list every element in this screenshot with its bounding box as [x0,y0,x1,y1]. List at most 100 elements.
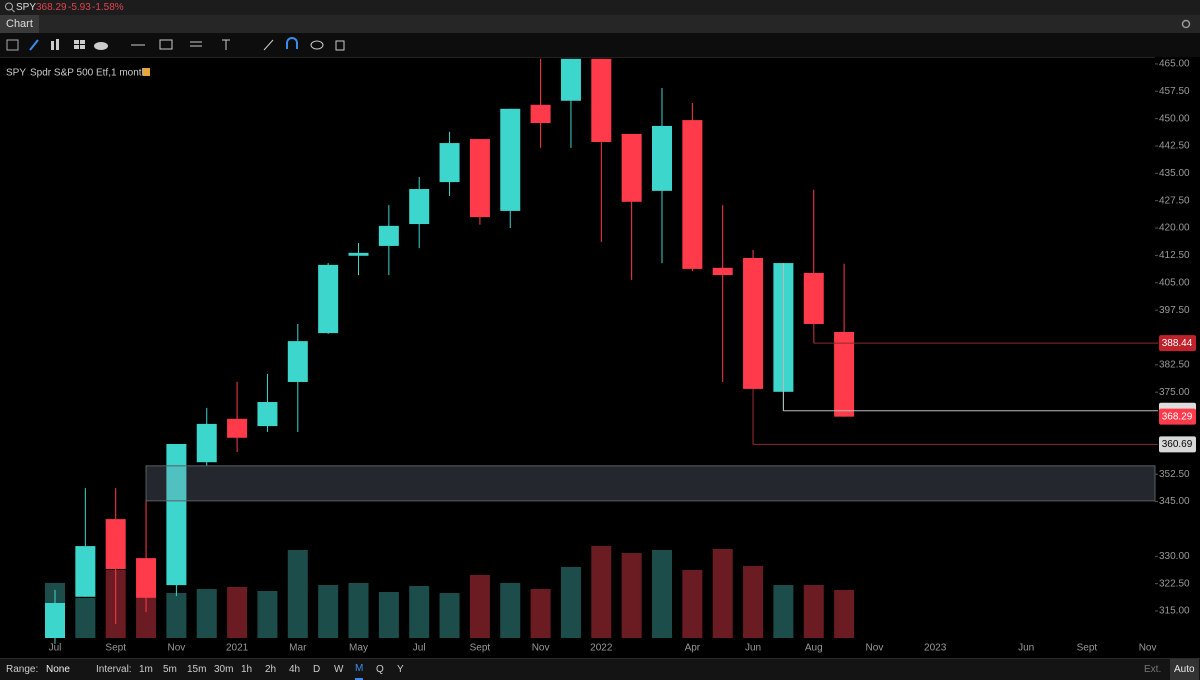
level-tag [1159,436,1196,453]
level-tag-label: 360.69 [1162,439,1193,450]
candle-body [409,189,430,225]
volume-bar [136,598,157,638]
candle-body [500,108,521,211]
y-tick-label: 405.00 [1159,277,1190,288]
x-tick-label: 2023 [924,643,947,654]
interval-button[interactable]: 5m [163,664,177,675]
change: -5.93 [68,2,91,13]
candle-body [591,58,612,142]
footer: Range: None Interval: Ext. Auto 1m 5m 15m 3… [0,658,1200,680]
x-tick-label: Nov [1139,643,1157,654]
candle-body [743,257,764,389]
candle-body [257,402,278,427]
interval-button[interactable]: W [334,664,344,675]
x-tick-label: Jun [745,643,761,654]
ext-button[interactable]: Ext. [1144,664,1162,675]
volume-bar [348,583,369,638]
search-icon[interactable] [3,0,17,15]
eye-icon[interactable] [310,40,324,50]
y-tick-label: 375.00 [1159,387,1190,398]
candle-body [682,120,703,269]
volume-bar [409,586,430,638]
chart-style-icon[interactable] [6,39,19,51]
auto-button[interactable]: Auto [1170,659,1199,680]
y-tick-label: 420.00 [1159,223,1190,234]
brush-icon[interactable] [263,39,274,51]
search-bar: SPY 368.29 -5.93 -1.58% [0,0,1200,15]
candle-body [712,267,733,276]
draw-icon[interactable] [29,39,39,51]
candle-body [166,443,187,586]
volume-bar [196,589,217,638]
chart: SPY Spdr S&P 500 Etf,1 month 465.00 457.5… [6,57,1200,657]
level-tag [1159,335,1196,352]
volume-bar [834,590,855,638]
candle-body [439,143,460,183]
x-tick-label: Jul [49,643,62,654]
y-tick-label: 427.50 [1159,195,1190,206]
interval-button[interactable]: Y [397,664,404,675]
volume-bar [773,585,794,638]
volume-bar [227,587,248,638]
interval-button[interactable]: Q [376,664,384,675]
interval-button[interactable]: D [313,664,321,675]
shape-tool-icon[interactable] [159,39,173,50]
y-tick-label: 450.00 [1159,113,1190,124]
cloud-icon[interactable] [94,42,108,50]
symbol[interactable]: SPY [16,2,37,13]
tab-bar: Chart [0,15,1200,33]
x-tick-label: Jun [1018,643,1034,654]
trash-icon[interactable] [335,40,345,51]
candle-body [803,272,824,324]
price-axis [1155,57,1200,657]
candle-icon[interactable] [51,41,54,50]
x-tick-label: Nov [532,643,550,654]
last-price-label: 368.29 [1162,411,1193,422]
change-pct: -1.58% [92,2,124,13]
candle-body [227,418,248,438]
y-tick-label: 382.50 [1159,359,1190,370]
volume-bar [500,583,521,638]
candle-body [652,125,672,191]
x-tick-label: Sept [470,643,491,654]
chart-tab[interactable]: Chart [0,15,39,33]
interval-button[interactable]: 1m [139,664,153,675]
interval-button[interactable]: 30m [214,664,234,675]
volume-bar [591,546,612,638]
interval-button[interactable]: 2h [265,664,277,675]
range-label: Range: [6,664,39,675]
candle-body [136,558,157,598]
gear-icon[interactable] [1180,15,1192,33]
y-tick-label: 435.00 [1159,168,1190,179]
volume-bar [378,592,399,638]
candle-body [621,133,642,202]
tool-icons [6,37,345,51]
interval-button[interactable]: M [355,659,364,680]
y-tick-label: 397.50 [1159,305,1190,316]
interval-button[interactable]: 1h [241,664,253,675]
range-select[interactable]: None [46,664,70,675]
info-icon[interactable] [143,68,150,76]
y-tick-label: 457.50 [1159,86,1190,97]
volume-bar [743,566,764,638]
toolbar [0,33,1200,58]
interval-button[interactable]: 4h [289,664,301,675]
magnet-icon[interactable] [286,37,298,49]
candle-body [196,423,217,463]
candle-body [75,546,96,597]
volume-bar [75,598,96,638]
y-tick-label: 442.50 [1159,141,1190,152]
last-price: 368.29 [36,2,67,13]
interval-button[interactable]: 15m [187,664,207,675]
level-tag-label: 388.44 [1162,338,1193,349]
x-tick-label: Nov [866,643,884,654]
candle-body [560,58,581,101]
layout-icon[interactable] [74,40,79,44]
x-tick-label: Mar [289,643,307,654]
volume-bar [682,570,703,638]
volume-bar [621,553,642,638]
y-tick-label: 315.00 [1159,606,1190,617]
support-zone [145,465,1156,502]
chart-title: Spdr S&P 500 Etf,1 month [30,68,147,79]
